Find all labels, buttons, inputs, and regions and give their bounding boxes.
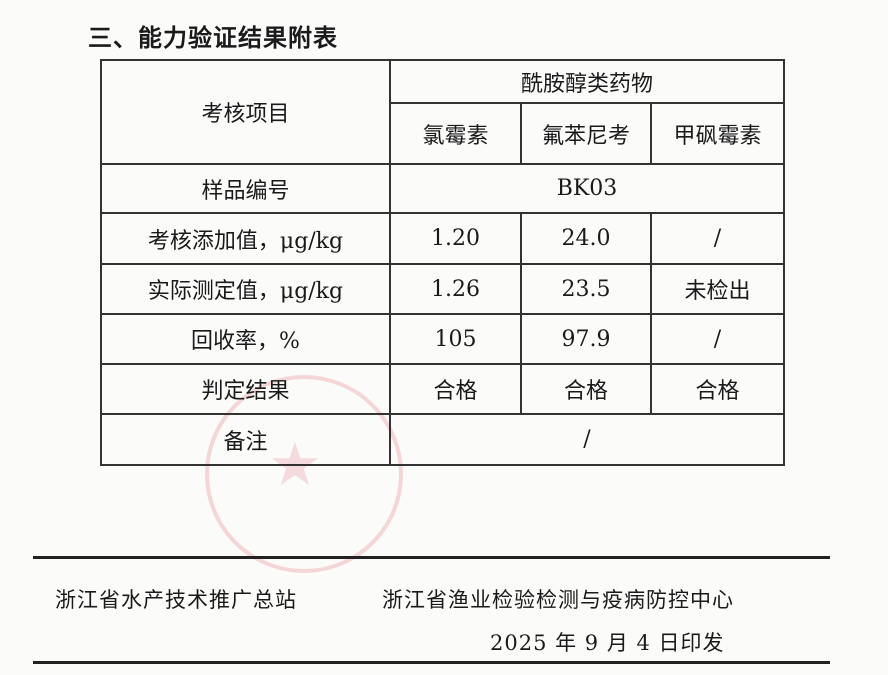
cell: / <box>650 212 785 265</box>
row-label: 回收率，% <box>100 313 391 365</box>
sample-id: BK03 <box>389 163 785 214</box>
table-row: 考核添加值，μg/kg 1.20 24.0 / <box>100 212 785 265</box>
cell: / <box>650 313 785 365</box>
row-label: 样品编号 <box>100 163 391 214</box>
cell: 合格 <box>650 363 785 415</box>
table-row: 判定结果 合格 合格 合格 <box>100 363 785 415</box>
cell: 105 <box>389 313 522 365</box>
table-row: 样品编号 BK03 <box>100 163 785 214</box>
row-label: 考核添加值，μg/kg <box>100 212 391 265</box>
cell: 23.5 <box>520 263 652 315</box>
cell: 24.0 <box>520 212 652 265</box>
footer-top-rule <box>33 556 830 559</box>
issue-date: 2025 年 9 月 4 日印发 <box>490 631 725 655</box>
group-header: 酰胺醇类药物 <box>389 59 785 104</box>
table-row: 备注 / <box>100 413 785 466</box>
row-label: 判定结果 <box>100 363 391 415</box>
cell: 97.9 <box>520 313 652 365</box>
remark-value: / <box>389 413 785 466</box>
cell: 未检出 <box>650 263 785 315</box>
section-title: 三、能力验证结果附表 <box>88 24 338 52</box>
item-header: 考核项目 <box>100 59 391 165</box>
cell: 1.20 <box>389 212 522 265</box>
issuer-2: 浙江省渔业检验检测与疫病防控中心 <box>382 588 734 612</box>
cell: 合格 <box>389 363 522 415</box>
drug-header: 甲砜霉素 <box>650 102 785 165</box>
issuer-1: 浙江省水产技术推广总站 <box>55 588 297 612</box>
footer-bottom-rule <box>33 661 830 664</box>
cell: 1.26 <box>389 263 522 315</box>
drug-header: 氯霉素 <box>389 102 522 165</box>
table-row: 回收率，% 105 97.9 / <box>100 313 785 365</box>
cell: 合格 <box>520 363 652 415</box>
row-label: 实际测定值，μg/kg <box>100 263 391 315</box>
table-row: 实际测定值，μg/kg 1.26 23.5 未检出 <box>100 263 785 315</box>
results-table: 考核项目 酰胺醇类药物 氯霉素 氟苯尼考 甲砜霉素 样品编号 BK03 考核添加… <box>100 59 785 466</box>
row-label: 备注 <box>100 413 391 466</box>
drug-header: 氟苯尼考 <box>520 102 652 165</box>
